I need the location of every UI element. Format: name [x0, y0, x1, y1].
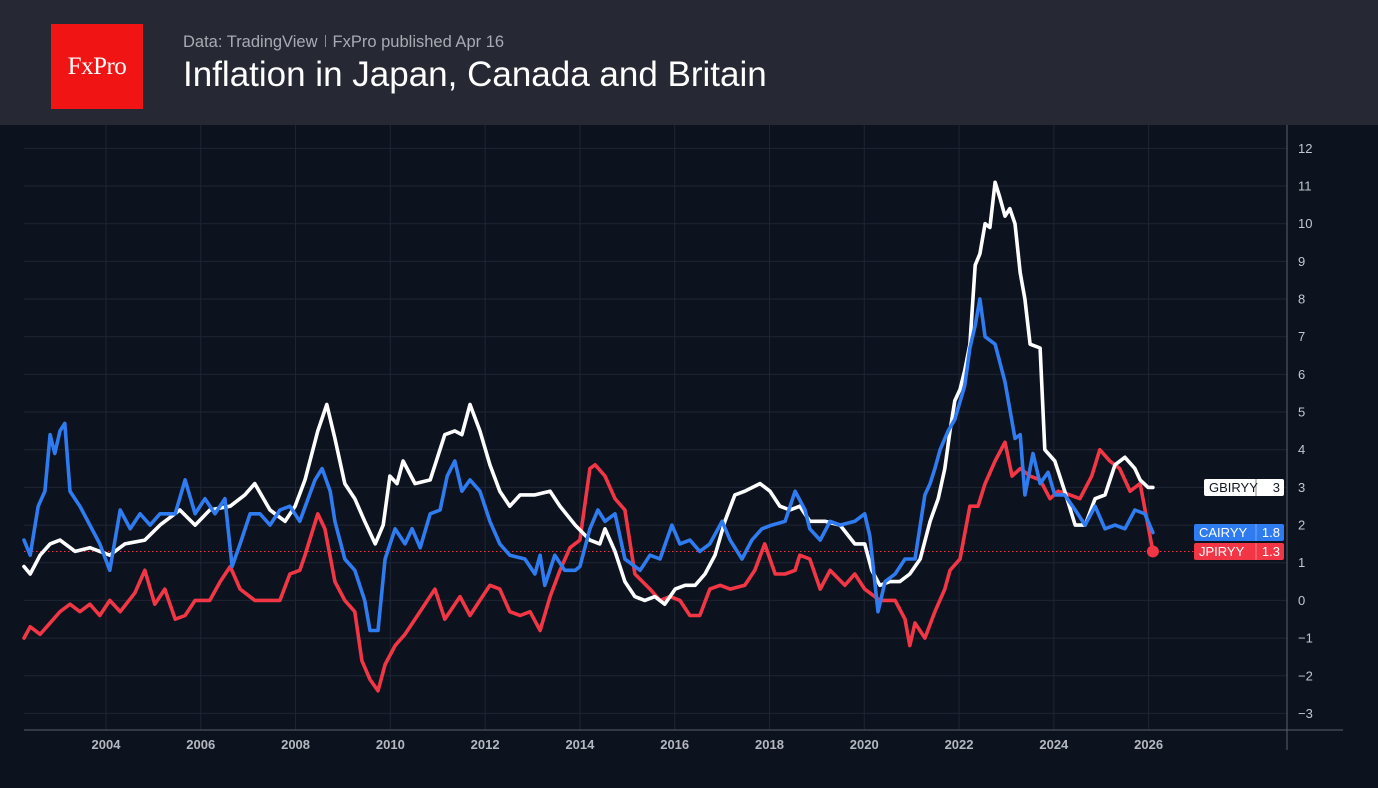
separator — [324, 35, 326, 47]
gbiryy-label: GBIRYY 3 — [1204, 479, 1284, 496]
chart-header: FxPro Data: TradingView FxPro published A… — [0, 0, 1378, 125]
x-tick-label: 2008 — [281, 737, 310, 752]
y-tick-label: 10 — [1298, 216, 1312, 231]
cairyy-label: CAIRYY 1.8 — [1194, 524, 1284, 541]
y-tick-label: 2 — [1298, 518, 1305, 533]
x-tick-label: 2004 — [92, 737, 122, 752]
data-source: Data: TradingView — [183, 33, 318, 51]
y-tick-label: 8 — [1298, 292, 1305, 307]
y-tick-label: 12 — [1298, 141, 1312, 156]
x-tick-label: 2022 — [945, 737, 974, 752]
x-tick-label: 2012 — [471, 737, 500, 752]
y-tick-label: 11 — [1298, 179, 1312, 194]
published-date: FxPro published Apr 16 — [332, 33, 505, 51]
y-tick-label: 9 — [1298, 254, 1305, 269]
y-tick-label: 3 — [1298, 480, 1305, 495]
chart-title: Inflation in Japan, Canada and Britain — [183, 55, 767, 94]
logo-text: FxPro — [67, 52, 127, 80]
x-tick-label: 2026 — [1134, 737, 1163, 752]
x-tick-label: 2014 — [565, 737, 595, 752]
series-name: CAIRYY — [1199, 525, 1247, 540]
y-tick-label: 0 — [1298, 593, 1305, 608]
label-background — [1194, 543, 1284, 560]
chart-subtitle: Data: TradingView FxPro published Apr 16 — [183, 33, 504, 52]
series-last-value: 1.8 — [1262, 525, 1280, 540]
y-tick-label: −2 — [1298, 668, 1313, 683]
fxpro-logo: FxPro — [51, 24, 143, 109]
y-tick-label: −1 — [1298, 631, 1313, 646]
x-tick-label: 2010 — [376, 737, 405, 752]
y-tick-label: 1 — [1298, 555, 1305, 570]
x-tick-label: 2024 — [1039, 737, 1069, 752]
jpiryy-label: JPIRYY 1.3 — [1194, 543, 1284, 560]
series-lines — [22, 180, 1200, 693]
cairyy-line — [22, 297, 1155, 633]
series-last-value: 3 — [1273, 480, 1280, 495]
series-name: JPIRYY — [1199, 544, 1245, 559]
jpiryy-last-point — [1146, 545, 1159, 558]
y-tick-label: 4 — [1298, 442, 1305, 457]
y-tick-label: 7 — [1298, 329, 1305, 344]
series-name: GBIRYY — [1209, 480, 1258, 495]
y-tick-label: 6 — [1298, 367, 1305, 382]
x-tick-label: 2006 — [186, 737, 215, 752]
gridlines — [24, 125, 1287, 730]
series-last-value: 1.3 — [1262, 544, 1280, 559]
label-background — [1194, 524, 1284, 541]
label-background — [1204, 479, 1284, 496]
y-tick-label: 5 — [1298, 405, 1305, 420]
x-tick-label: 2020 — [850, 737, 879, 752]
jpiryy-line — [22, 440, 1155, 693]
x-tick-label: 2018 — [755, 737, 784, 752]
x-tick-label: 2016 — [660, 737, 689, 752]
y-tick-label: −3 — [1298, 706, 1313, 721]
series-labels: GBIRYY 3 CAIRYY 1.8 JPIRYY 1.3 — [1194, 479, 1284, 560]
